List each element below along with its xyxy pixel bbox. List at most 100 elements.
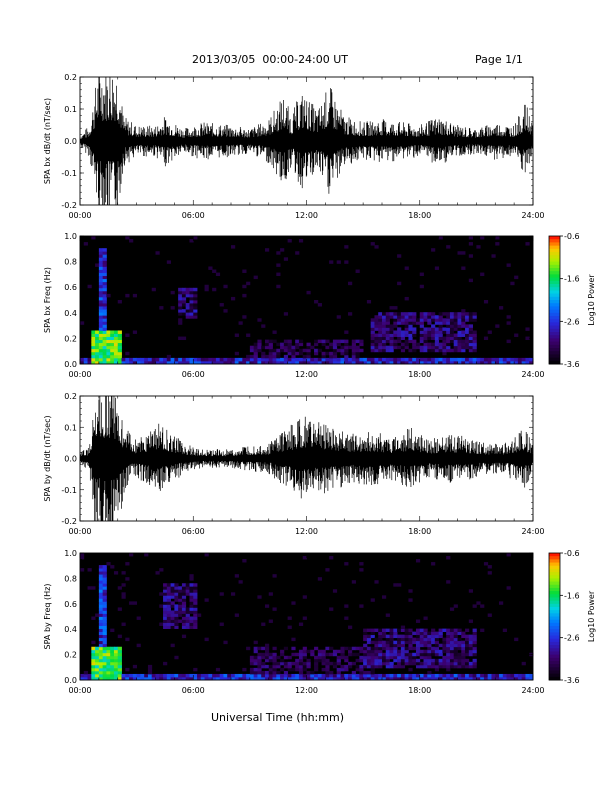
spectrogram-cell [468, 345, 473, 350]
spectrogram-cell [434, 345, 440, 350]
spectrogram-cell [419, 676, 424, 681]
spectrogram-cell [465, 360, 470, 365]
spectrogram-cell [442, 664, 447, 669]
spectrogram-cell [427, 640, 432, 645]
spectrogram-cell [389, 315, 394, 319]
spectrogram-cell [98, 327, 104, 331]
spectrogram-cell [283, 342, 289, 347]
spectrogram-cell [382, 342, 387, 347]
spectrogram-cell [246, 354, 251, 359]
spectrogram-cell [102, 357, 107, 362]
spectrogram-cell [363, 676, 368, 681]
spectrogram-cell [291, 646, 296, 651]
spectrogram-cell [174, 583, 179, 587]
spectrogram-cell [136, 673, 141, 678]
spectrogram-cell [264, 655, 270, 660]
spectrogram-cell [419, 661, 424, 666]
spectrogram-cell [98, 315, 104, 319]
spectrogram-cell [453, 631, 458, 636]
colorbar-step [549, 290, 560, 295]
spectrogram-cell [449, 348, 455, 353]
spectrogram-cell [298, 664, 304, 669]
colorbar-step [549, 354, 560, 359]
spectrogram-cell [487, 613, 492, 617]
spectrogram-cell [272, 330, 277, 334]
spectrogram-cell [98, 577, 104, 581]
spectrogram-cell [306, 661, 311, 666]
spectrogram-cell [393, 330, 398, 334]
spectrogram-cell [249, 673, 255, 678]
spectrogram-cell [242, 667, 247, 672]
spectrogram-cell [510, 281, 515, 286]
spectrogram-cell [102, 583, 107, 587]
spectrogram-cell [144, 676, 149, 681]
spectrogram-cell [102, 287, 107, 292]
spectrogram-cell [325, 345, 330, 350]
x-tick-label: 06:00 [182, 211, 205, 220]
x-tick-label: 00:00 [68, 370, 91, 379]
spectrogram-cell [442, 339, 447, 344]
spectrogram-cell [208, 357, 213, 362]
spectrogram-cell [472, 673, 477, 678]
spectrogram-cell [434, 348, 440, 353]
spectrogram-cell [446, 315, 451, 319]
spectrogram-cell [408, 318, 413, 322]
spectrogram-cell [468, 360, 473, 365]
spectrogram-cell [129, 553, 134, 557]
colorbar-step [549, 268, 560, 272]
spectrogram-cell [514, 360, 519, 365]
spectrogram-cell [348, 345, 353, 350]
colorbar-tick-label: -3.6 [564, 360, 580, 369]
spectrogram-cell [393, 628, 398, 633]
spectrogram-cell [102, 278, 107, 283]
spectrogram-cell [189, 616, 194, 620]
spectrogram-cell [91, 652, 96, 657]
y-tick-label: -0.1 [61, 169, 77, 178]
spectrogram-cell [366, 637, 372, 642]
spectrogram-cell [438, 673, 443, 678]
spectrogram-cell [264, 673, 270, 678]
spectrogram-cell [95, 348, 100, 353]
spectrogram-cell [423, 634, 428, 639]
spectrogram-cell [121, 357, 126, 362]
spectrogram-cell [434, 667, 440, 672]
spectrogram-cell [404, 318, 409, 322]
spectrogram-cell [431, 673, 436, 678]
spectrogram-cell [268, 339, 273, 344]
colorbar-step [549, 613, 560, 617]
spectrogram-cell [291, 360, 296, 365]
spectrogram-cell [95, 667, 100, 672]
spectrogram-cell [291, 601, 296, 605]
spectrogram-cell [102, 290, 107, 295]
spectrogram-cell [283, 670, 289, 675]
spectrogram-cell [314, 658, 319, 663]
spectrogram-cell [344, 604, 349, 608]
spectrogram-cell [446, 643, 451, 648]
spectrogram-cell [382, 336, 387, 341]
spectrogram-cell [189, 604, 194, 608]
spectrogram-cell [378, 649, 383, 654]
spectrogram-cell [370, 324, 375, 328]
spectrogram-cell [393, 306, 398, 310]
spectrogram-cell [291, 661, 296, 666]
spectrogram-cell [419, 345, 424, 350]
spectrogram-cell [423, 333, 428, 337]
spectrogram-cell [95, 655, 100, 660]
spectrogram-cell [321, 667, 326, 672]
spectrogram-cell [98, 640, 104, 645]
spectrogram-cell [174, 613, 179, 617]
spectrogram-cell [374, 339, 379, 344]
spectrogram-cell [87, 360, 92, 365]
spectrogram-cell [366, 357, 372, 362]
spectrogram-cell [117, 345, 122, 350]
spectrogram-cell [321, 360, 326, 365]
spectrogram-cell [325, 673, 330, 678]
colorbar-step [549, 591, 560, 595]
spectrogram-cell [389, 312, 394, 316]
spectrogram-cell [366, 658, 372, 663]
spectrogram-cell [147, 667, 153, 672]
spectrogram-cell [506, 673, 511, 678]
spectrogram-cell [480, 360, 485, 365]
spectrogram-cell [314, 673, 319, 678]
